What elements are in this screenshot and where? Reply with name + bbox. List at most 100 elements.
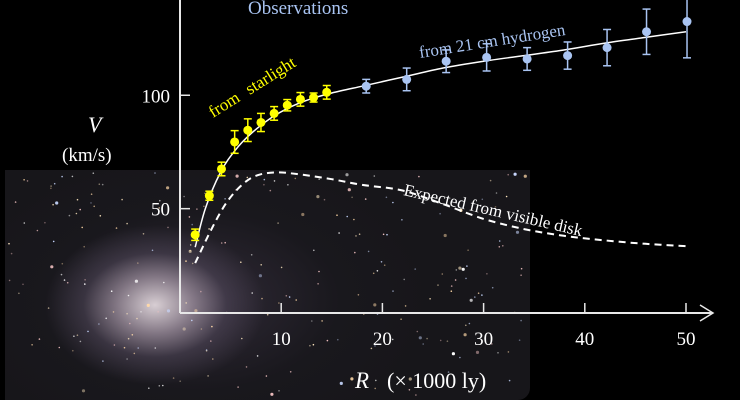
star — [194, 309, 198, 313]
star — [166, 186, 170, 190]
star — [491, 343, 493, 345]
hydrogen-data-point — [682, 17, 692, 27]
star — [66, 281, 69, 284]
star — [455, 269, 458, 271]
star — [465, 277, 467, 280]
star — [475, 350, 480, 354]
galaxy-photo — [5, 170, 530, 400]
star — [301, 212, 305, 217]
star — [99, 215, 102, 217]
star — [312, 343, 315, 346]
star — [311, 320, 313, 322]
star — [507, 173, 510, 176]
star — [401, 219, 403, 221]
star — [316, 195, 320, 199]
star — [426, 337, 428, 340]
star — [518, 339, 521, 342]
y-tick-label: 100 — [142, 86, 171, 107]
star — [157, 311, 159, 313]
star — [323, 198, 326, 201]
star — [326, 339, 329, 342]
star — [189, 244, 192, 246]
starlight-data-point — [309, 93, 319, 103]
star — [240, 261, 242, 264]
star — [376, 270, 379, 272]
star — [404, 305, 407, 307]
star — [134, 279, 138, 283]
star — [463, 333, 467, 337]
hydrogen-data-point — [563, 51, 573, 61]
star — [418, 336, 422, 340]
star — [491, 286, 494, 289]
star — [439, 339, 442, 342]
star — [23, 222, 26, 224]
star — [439, 212, 441, 215]
star — [53, 182, 56, 185]
star — [386, 233, 388, 236]
star — [494, 206, 497, 208]
star — [280, 266, 283, 269]
star — [61, 262, 64, 265]
star — [520, 319, 522, 322]
star — [154, 347, 157, 349]
star — [357, 294, 360, 296]
star — [210, 340, 212, 342]
y-tick-label: 50 — [151, 200, 170, 221]
star — [133, 352, 136, 355]
starlight-data-point — [230, 137, 240, 147]
star — [245, 366, 248, 368]
star — [465, 324, 467, 327]
star — [441, 273, 444, 275]
star — [220, 242, 223, 244]
star — [196, 208, 198, 210]
starlight-data-point — [269, 108, 279, 118]
star — [269, 189, 272, 192]
star — [191, 319, 193, 322]
star — [26, 180, 29, 182]
star — [443, 233, 447, 238]
star — [179, 380, 181, 383]
star — [185, 302, 187, 304]
star — [36, 229, 39, 232]
star — [81, 389, 86, 393]
star — [191, 223, 193, 226]
star — [113, 344, 116, 346]
star — [188, 216, 191, 218]
star — [23, 179, 25, 181]
star — [489, 179, 492, 182]
star — [288, 296, 291, 298]
star — [354, 251, 356, 254]
star — [44, 221, 46, 224]
star — [162, 384, 164, 387]
star — [105, 317, 107, 320]
star — [385, 196, 388, 199]
star — [71, 175, 74, 178]
star — [258, 274, 262, 278]
star — [189, 249, 191, 252]
star — [484, 209, 486, 212]
star — [372, 272, 375, 275]
star — [497, 352, 499, 354]
star — [318, 178, 321, 180]
star — [60, 273, 63, 276]
star — [127, 337, 130, 340]
star — [287, 184, 289, 186]
star — [136, 317, 138, 320]
star — [416, 330, 419, 333]
x-tick-label: 20 — [373, 329, 392, 350]
star — [163, 281, 165, 284]
star — [353, 218, 355, 221]
star — [375, 379, 377, 382]
star — [76, 334, 79, 337]
star — [382, 233, 385, 236]
star — [151, 249, 154, 252]
star — [183, 195, 185, 198]
star — [474, 296, 476, 298]
star — [31, 344, 33, 346]
star — [212, 358, 214, 360]
hydrogen-data-point — [602, 43, 612, 53]
star — [79, 208, 81, 211]
hydrogen-data-point — [441, 56, 451, 66]
star — [481, 198, 484, 201]
